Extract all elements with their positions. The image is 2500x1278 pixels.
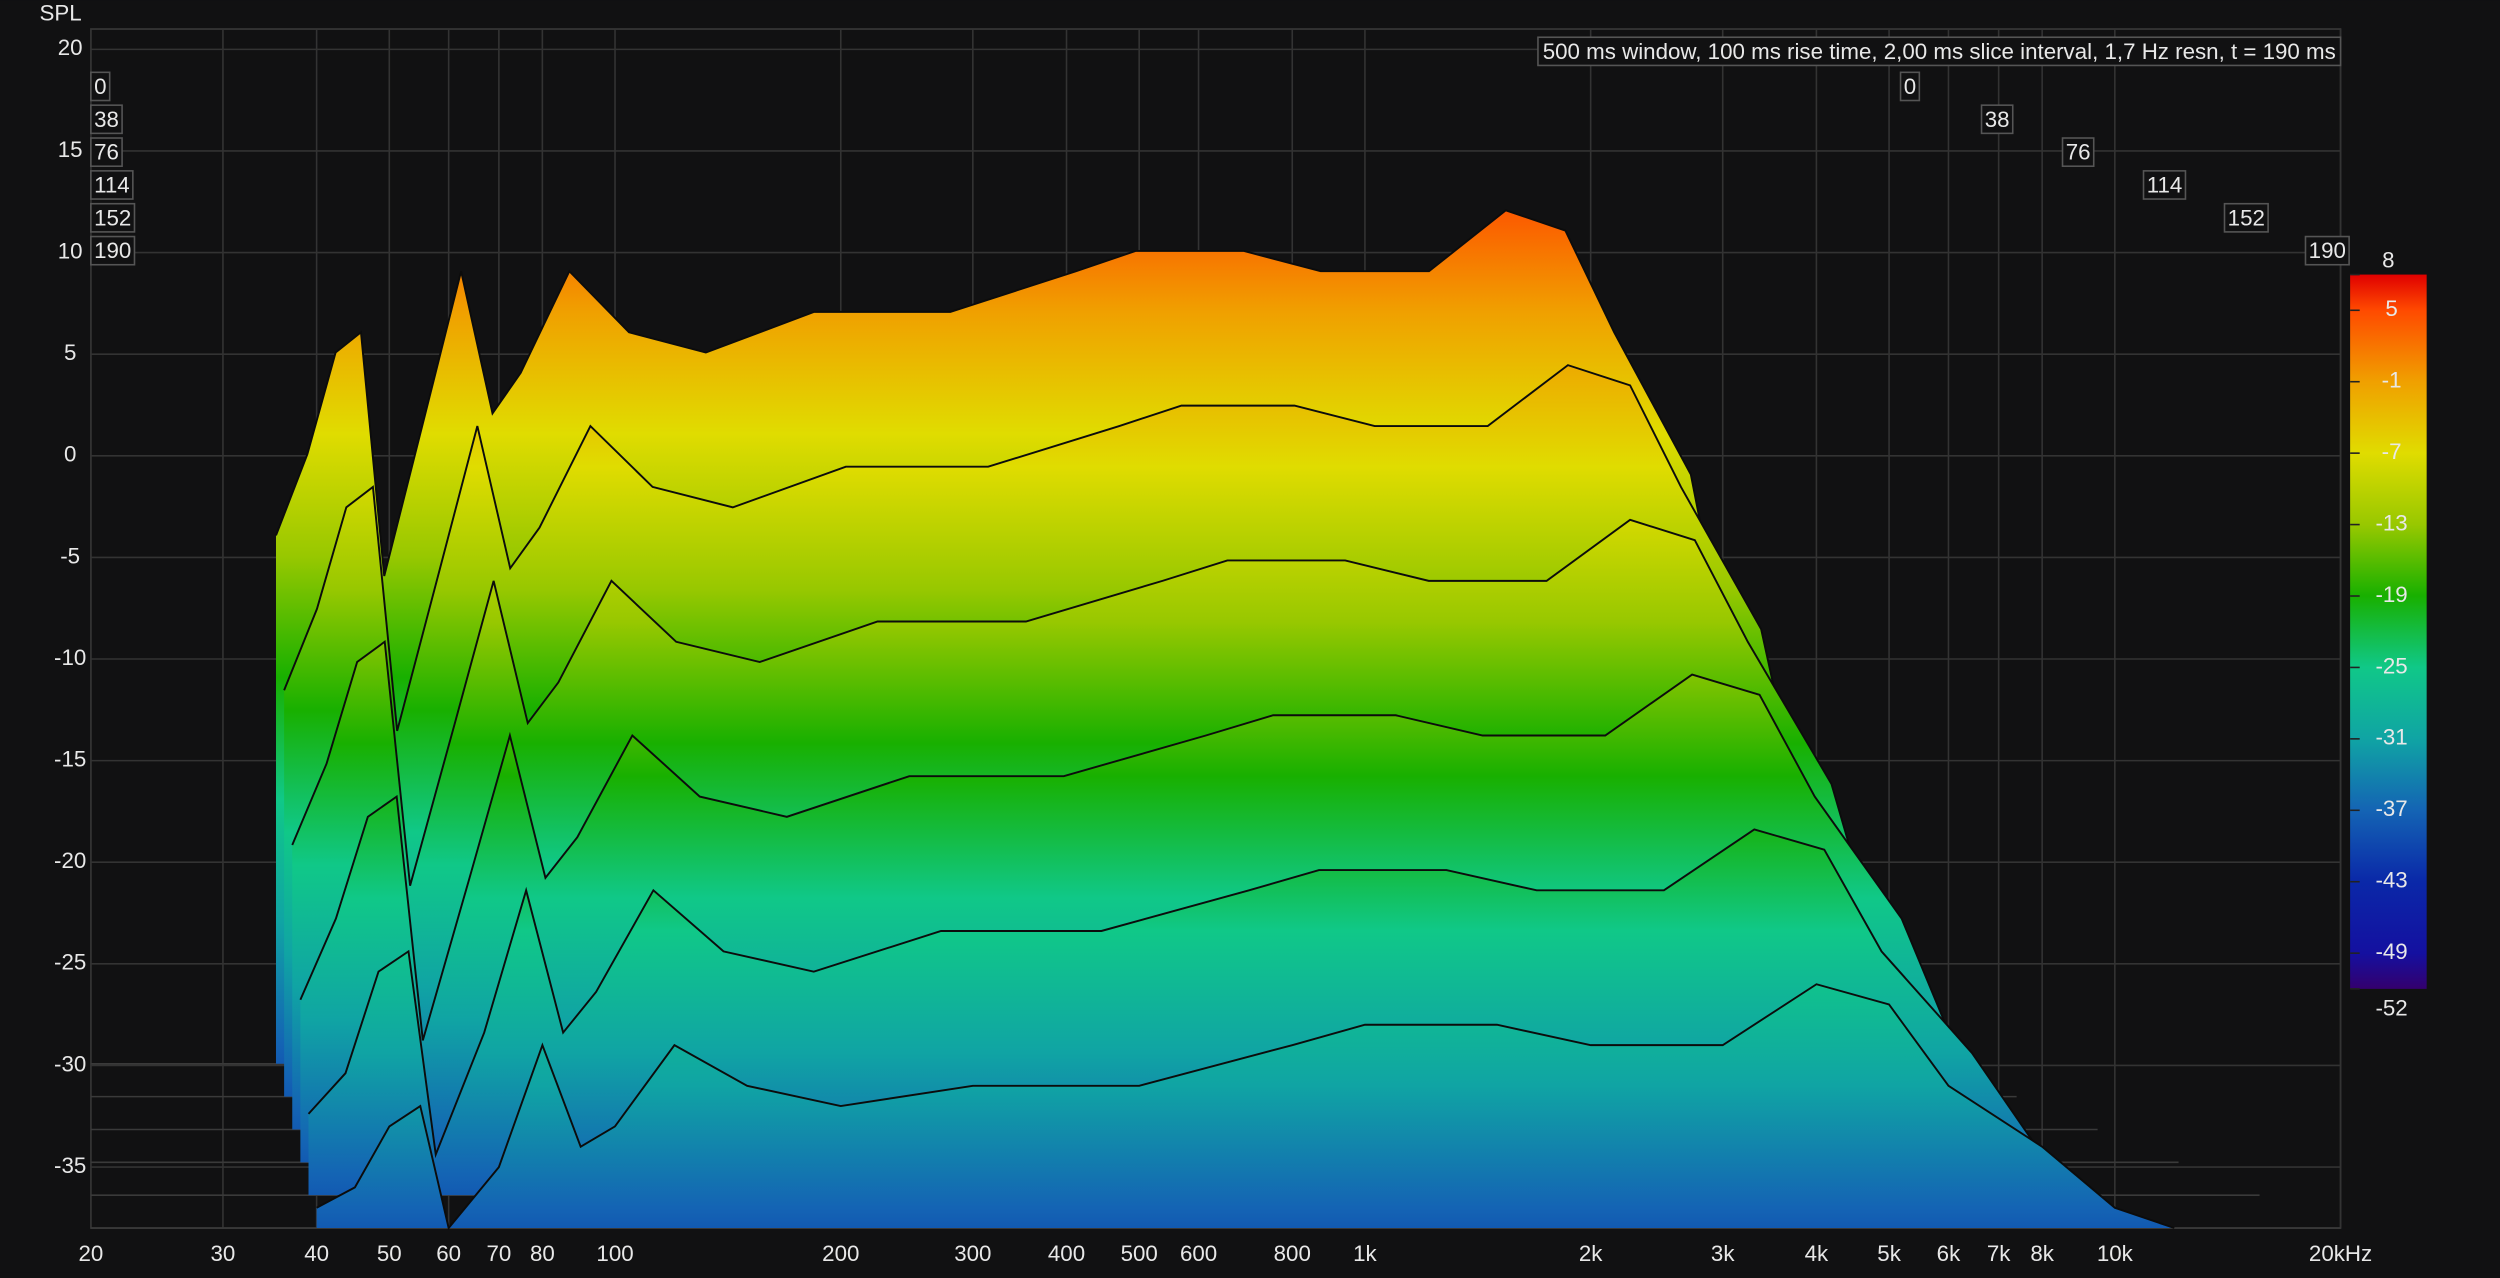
colorbar-tick-label: -19 <box>2375 582 2407 607</box>
colorbar-tick-label: -31 <box>2375 725 2407 750</box>
y-tick-label: 10 <box>58 238 83 263</box>
colorbar-tick-label: -1 <box>2382 368 2402 393</box>
z-tick-label: 76 <box>94 140 119 165</box>
y-tick-label: -5 <box>60 543 80 568</box>
z-tick-box <box>90 235 136 266</box>
x-tick-label: 6k <box>1937 1241 1961 1266</box>
colorbar <box>2350 274 2427 989</box>
x-tick-label: 4k <box>1805 1241 1829 1266</box>
z-tick-box <box>2223 202 2269 233</box>
z-tick-label: 152 <box>94 205 131 230</box>
z-tick-label: 190 <box>2309 238 2346 263</box>
z-tick-box <box>90 137 123 168</box>
colorbar-tick-label: -7 <box>2382 439 2402 464</box>
x-tick-label: 600 <box>1180 1241 1217 1266</box>
x-tick-label: 8k <box>2030 1241 2054 1266</box>
y-tick-label: -20 <box>54 848 86 873</box>
z-tick-label: 38 <box>94 107 119 132</box>
x-tick-label: 20 <box>78 1241 103 1266</box>
y-axis-label: SPL <box>39 1 81 26</box>
x-tick-label: 500 <box>1121 1241 1158 1266</box>
z-tick-box <box>2142 170 2187 200</box>
x-tick-label: 50 <box>377 1241 402 1266</box>
x-tick-label: 40 <box>304 1241 329 1266</box>
y-tick-label: -10 <box>54 645 86 670</box>
z-tick-label: 152 <box>2228 205 2265 230</box>
y-tick-label: -35 <box>54 1153 86 1178</box>
z-tick-label: 114 <box>94 172 130 197</box>
x-tick-label: 80 <box>530 1241 555 1266</box>
colorbar-tick-label: -52 <box>2375 995 2407 1020</box>
y-tick-label: -25 <box>54 950 86 975</box>
colorbar-tick-label: -37 <box>2375 796 2407 821</box>
slice-line <box>316 983 2175 1231</box>
x-tick-label: 30 <box>211 1241 236 1266</box>
colorbar-tick-label: -25 <box>2375 653 2407 678</box>
z-tick-label: 76 <box>2066 140 2091 165</box>
x-tick-label: 2k <box>1579 1241 1603 1266</box>
y-tick-label: 20 <box>58 35 83 60</box>
z-tick-label: 0 <box>1904 74 1916 99</box>
annotation-box <box>1537 36 2342 67</box>
x-tick-label: 400 <box>1048 1241 1085 1266</box>
annotation: 500 ms window, 100 ms rise time, 2,00 ms… <box>1543 39 2336 64</box>
z-tick-box <box>90 104 123 135</box>
y-tick-label: 5 <box>64 340 76 365</box>
y-tick-label: 0 <box>64 442 76 467</box>
x-tick-label: 3k <box>1711 1241 1735 1266</box>
x-tick-label: 10k <box>2097 1241 2134 1266</box>
x-tick-label: 70 <box>486 1241 511 1266</box>
z-tick-box <box>2304 235 2350 266</box>
z-tick-label: 190 <box>94 238 131 263</box>
z-tick-box <box>90 202 136 233</box>
z-tick-box <box>90 71 111 102</box>
colorbar-tick-label: -13 <box>2375 510 2407 535</box>
x-tick-label: 800 <box>1274 1241 1311 1266</box>
z-tick-box <box>1980 104 2014 135</box>
x-tick-label: 100 <box>596 1241 633 1266</box>
colorbar-tick-label: 5 <box>2385 296 2397 321</box>
y-tick-label: -15 <box>54 747 86 772</box>
slice-line <box>299 673 2026 1163</box>
z-tick-box <box>2061 137 2095 168</box>
y-tick-label: -30 <box>54 1051 86 1076</box>
x-tick-label: 60 <box>436 1241 461 1266</box>
slice-line <box>307 828 2100 1196</box>
x-tick-label: 200 <box>822 1241 859 1266</box>
x-tick-label: 20kHz <box>2309 1241 2372 1266</box>
z-tick-box <box>1899 71 1921 102</box>
z-tick-label: 114 <box>2147 172 2183 197</box>
x-tick-label: 7k <box>1987 1241 2011 1266</box>
x-tick-label: 300 <box>954 1241 991 1266</box>
slice-line <box>291 518 1951 1130</box>
colorbar-tick-label: -43 <box>2375 868 2407 893</box>
slice-line <box>275 209 1801 1024</box>
colorbar-tick-label: 8 <box>2382 248 2394 273</box>
x-tick-label: 5k <box>1877 1241 1901 1266</box>
y-tick-label: 15 <box>58 137 83 162</box>
x-tick-label: 1k <box>1353 1241 1377 1266</box>
z-tick-box <box>90 170 134 200</box>
colorbar-tick-label: -49 <box>2375 939 2407 964</box>
z-tick-label: 38 <box>1985 107 2010 132</box>
z-tick-label: 0 <box>94 74 106 99</box>
slice-line <box>283 364 1876 1077</box>
